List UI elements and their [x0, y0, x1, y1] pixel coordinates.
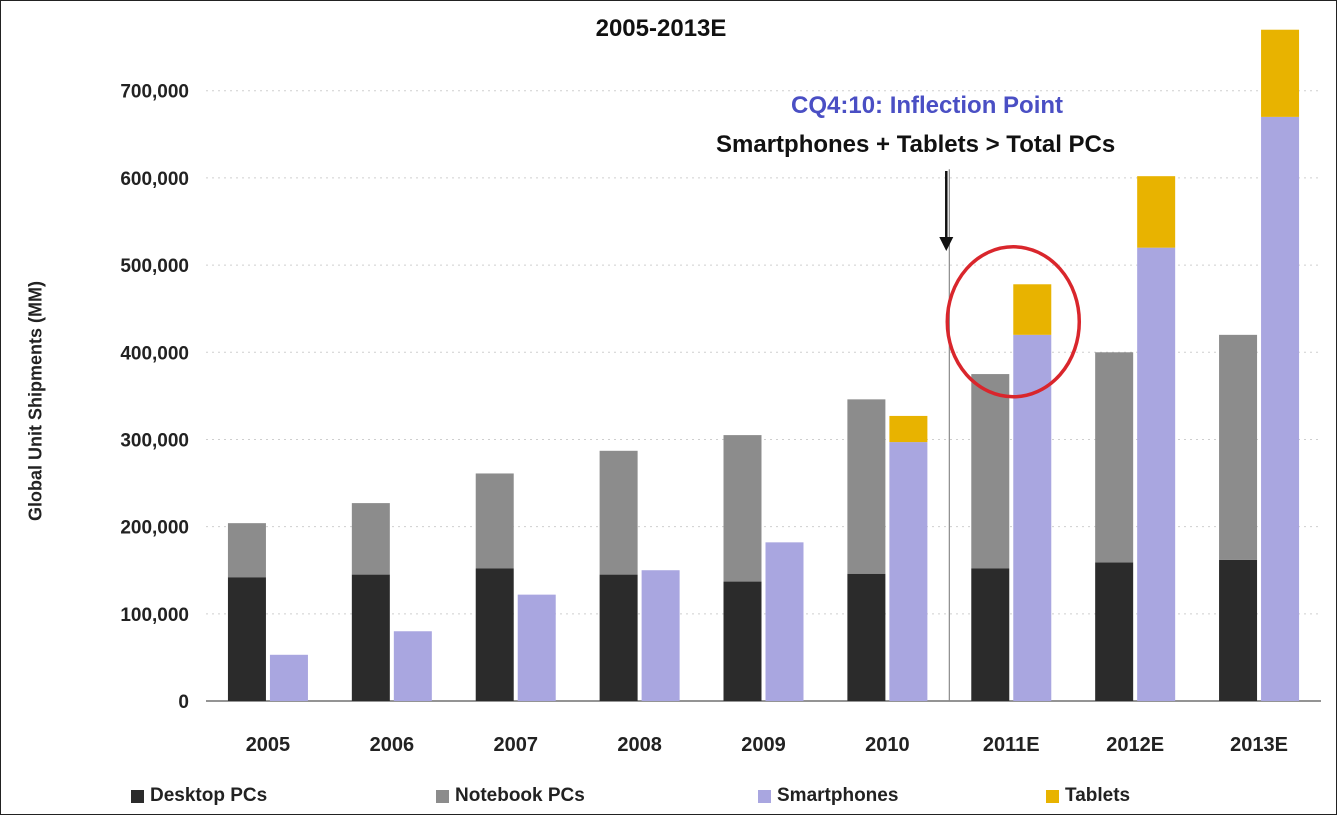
- legend-label-desktop-pcs: Desktop PCs: [150, 785, 268, 806]
- y-tick-label-7: 700,000: [120, 82, 189, 103]
- x-tick-label-2007: 2007: [493, 734, 538, 756]
- legend-swatch-notebook-pcs: [436, 789, 449, 803]
- legend-item-notebook-pcs: Notebook PCs: [436, 785, 585, 807]
- inflection-arrow-head: [939, 237, 954, 251]
- bar-desktop-pcs-2009: [723, 581, 762, 701]
- bar-desktop-pcs-2008: [599, 574, 638, 701]
- y-tick-label-5: 500,000: [120, 256, 189, 277]
- y-tick-label-2: 200,000: [120, 518, 189, 539]
- y-tick-label-6: 600,000: [120, 169, 189, 190]
- inflection-subtitle: Smartphones + Tablets > Total PCs: [716, 131, 1116, 158]
- bar-notebook-pcs-2011E: [971, 374, 1010, 569]
- legend-swatch-tablets: [1046, 789, 1059, 803]
- legend: Desktop PCs Notebook PCs Smartphones Tab…: [1, 785, 1339, 813]
- bar-notebook-pcs-2010: [847, 399, 886, 574]
- x-tick-label-2009: 2009: [741, 734, 786, 756]
- y-axis-label: Global Unit Shipments (MM): [25, 281, 46, 521]
- bar-desktop-pcs-2011E: [971, 568, 1010, 701]
- bar-smartphones-2006: [393, 631, 432, 701]
- bar-desktop-pcs-2012E: [1095, 562, 1134, 701]
- legend-item-smartphones: Smartphones: [758, 785, 898, 807]
- bar-tablets-2011E: [1013, 284, 1052, 335]
- legend-item-desktop-pcs: Desktop PCs: [131, 785, 267, 807]
- bar-desktop-pcs-2006: [351, 574, 390, 701]
- legend-label-smartphones: Smartphones: [777, 785, 899, 806]
- bar-notebook-pcs-2008: [599, 450, 638, 575]
- y-tick-label-1: 100,000: [120, 605, 189, 626]
- legend-label-tablets: Tablets: [1065, 785, 1131, 806]
- x-tick-label-2012E: 2012E: [1106, 734, 1164, 756]
- bar-notebook-pcs-2013E: [1219, 334, 1258, 560]
- bar-smartphones-2007: [517, 594, 556, 701]
- y-tick-label-3: 300,000: [120, 430, 189, 451]
- bar-smartphones-2013E: [1261, 116, 1300, 701]
- legend-swatch-desktop-pcs: [131, 789, 144, 803]
- bar-tablets-2012E: [1137, 176, 1176, 248]
- bar-notebook-pcs-2009: [723, 435, 762, 582]
- bar-tablets-2013E: [1261, 29, 1300, 117]
- highlight-circle: [945, 245, 1082, 399]
- bar-smartphones-2008: [641, 570, 680, 701]
- bar-desktop-pcs-2005: [227, 577, 266, 701]
- y-tick-label-4: 400,000: [120, 343, 189, 364]
- x-tick-label-2008: 2008: [617, 734, 662, 756]
- bar-notebook-pcs-2006: [351, 503, 390, 575]
- bar-desktop-pcs-2007: [475, 568, 514, 701]
- inflection-title: CQ4:10: Inflection Point: [791, 92, 1064, 119]
- x-tick-label-2013E: 2013E: [1230, 734, 1288, 756]
- bar-notebook-pcs-2005: [227, 523, 266, 578]
- y-tick-label-0: 0: [178, 692, 189, 713]
- x-tick-label-2011E: 2011E: [983, 734, 1040, 756]
- bar-smartphones-2005: [269, 654, 308, 701]
- bar-smartphones-2009: [765, 542, 804, 701]
- x-tick-label-2010: 2010: [865, 734, 910, 756]
- legend-swatch-smartphones: [758, 789, 771, 803]
- chart-title: 2005-2013E: [595, 15, 727, 42]
- x-tick-label-2006: 2006: [370, 734, 415, 756]
- legend-item-tablets: Tablets: [1046, 785, 1130, 807]
- bar-desktop-pcs-2010: [847, 573, 886, 701]
- bar-notebook-pcs-2007: [475, 473, 514, 569]
- bar-smartphones-2011E: [1013, 334, 1052, 701]
- bar-desktop-pcs-2013E: [1219, 559, 1258, 701]
- legend-label-notebook-pcs: Notebook PCs: [455, 785, 585, 806]
- x-tick-label-2005: 2005: [246, 734, 291, 756]
- bar-smartphones-2010: [889, 442, 928, 701]
- bar-notebook-pcs-2012E: [1095, 352, 1134, 563]
- bar-smartphones-2012E: [1137, 247, 1176, 701]
- bar-tablets-2010: [889, 415, 928, 443]
